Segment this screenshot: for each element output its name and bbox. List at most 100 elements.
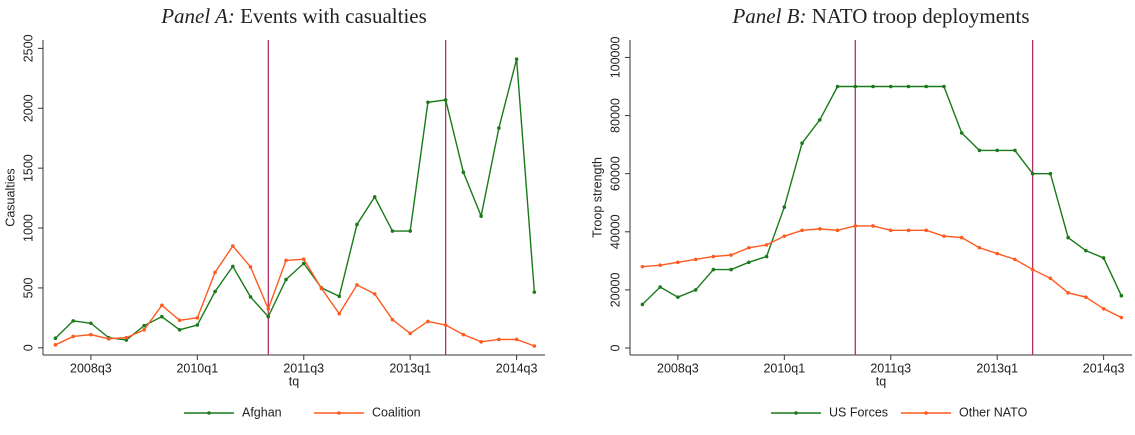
- y-tick-label: 20000: [608, 272, 622, 307]
- point: [231, 264, 235, 269]
- legend-label: Coalition: [372, 405, 421, 419]
- point: [924, 228, 929, 233]
- point: [390, 229, 395, 233]
- point: [177, 318, 182, 323]
- point: [408, 331, 412, 336]
- point: [924, 84, 929, 89]
- point: [782, 234, 787, 238]
- panel-label: Panel B:: [731, 4, 806, 28]
- point: [532, 290, 537, 294]
- point: [1030, 267, 1035, 272]
- y-axis-label: Casualties: [3, 168, 17, 226]
- point: [995, 251, 999, 256]
- point: [231, 244, 235, 248]
- point: [1101, 306, 1106, 311]
- point: [1048, 276, 1053, 281]
- series-line: [55, 244, 535, 347]
- point: [1084, 295, 1088, 299]
- point: [195, 316, 200, 320]
- point: [764, 254, 769, 259]
- x-tick-label: 2013q1: [389, 361, 431, 375]
- point: [729, 253, 733, 257]
- point: [461, 332, 466, 337]
- point: [284, 258, 288, 263]
- point: [248, 295, 253, 299]
- point: [729, 267, 733, 272]
- point: [89, 332, 93, 337]
- point: [372, 195, 377, 199]
- point: [301, 261, 306, 266]
- point: [800, 141, 804, 145]
- point: [995, 148, 999, 153]
- point: [532, 344, 537, 348]
- point: [514, 337, 519, 342]
- point: [461, 170, 466, 175]
- point: [284, 277, 288, 282]
- y-tick-label: 2000: [21, 94, 35, 122]
- point: [977, 245, 982, 250]
- point: [676, 295, 680, 299]
- point: [959, 131, 964, 135]
- point: [977, 148, 982, 153]
- x-tick-label: 2011q3: [283, 361, 324, 375]
- point: [479, 214, 483, 218]
- legend-label: Afghan: [242, 405, 282, 419]
- chart-title: Panel B: NATO troop deployments: [731, 4, 1029, 28]
- point: [266, 307, 271, 311]
- point: [1119, 315, 1124, 320]
- point: [213, 270, 217, 275]
- point: [888, 84, 893, 89]
- point: [142, 328, 146, 332]
- point: [337, 311, 342, 316]
- point: [142, 323, 146, 328]
- y-tick-label: 0: [21, 344, 35, 351]
- point: [497, 126, 501, 130]
- y-tick-label: 500: [21, 277, 35, 298]
- x-tick-label: 2010q1: [176, 361, 218, 375]
- y-tick-label: 60000: [608, 156, 622, 191]
- x-tick-label: 2011q3: [870, 361, 911, 375]
- y-tick-label: 100000: [608, 37, 622, 79]
- y-tick-label: 2500: [21, 34, 35, 62]
- point: [266, 314, 271, 319]
- chart-title: Panel A: Events with casualties: [160, 4, 427, 28]
- point: [818, 227, 822, 231]
- legend-marker: [207, 411, 211, 415]
- point: [711, 267, 716, 272]
- series-line: [642, 225, 1122, 319]
- point: [906, 84, 911, 89]
- point: [747, 245, 751, 250]
- point: [53, 343, 58, 347]
- point: [1084, 248, 1088, 253]
- x-axis-label: tq: [876, 374, 886, 388]
- point: [818, 118, 822, 122]
- point: [658, 263, 662, 268]
- point: [1030, 171, 1035, 176]
- point: [160, 303, 164, 308]
- point: [942, 234, 946, 238]
- x-tick-label: 2014q3: [496, 361, 538, 375]
- point: [71, 334, 75, 339]
- point: [443, 98, 448, 102]
- point: [195, 323, 200, 327]
- title-text: Events with casualties: [240, 4, 427, 28]
- point: [853, 224, 858, 228]
- y-tick-label: 80000: [608, 98, 622, 133]
- point: [71, 319, 75, 323]
- point: [1048, 171, 1053, 176]
- point: [355, 222, 359, 227]
- point: [747, 260, 751, 265]
- point: [711, 254, 716, 259]
- legend-label: US Forces: [829, 405, 888, 419]
- point: [1066, 291, 1070, 295]
- point: [658, 285, 662, 289]
- point: [888, 228, 893, 233]
- point: [1013, 257, 1017, 262]
- y-axis-label: Troop strength: [590, 157, 604, 238]
- point: [319, 286, 324, 291]
- point: [106, 337, 111, 341]
- x-tick-label: 2010q1: [763, 361, 805, 375]
- point: [853, 84, 858, 89]
- y-tick-label: 40000: [608, 214, 622, 249]
